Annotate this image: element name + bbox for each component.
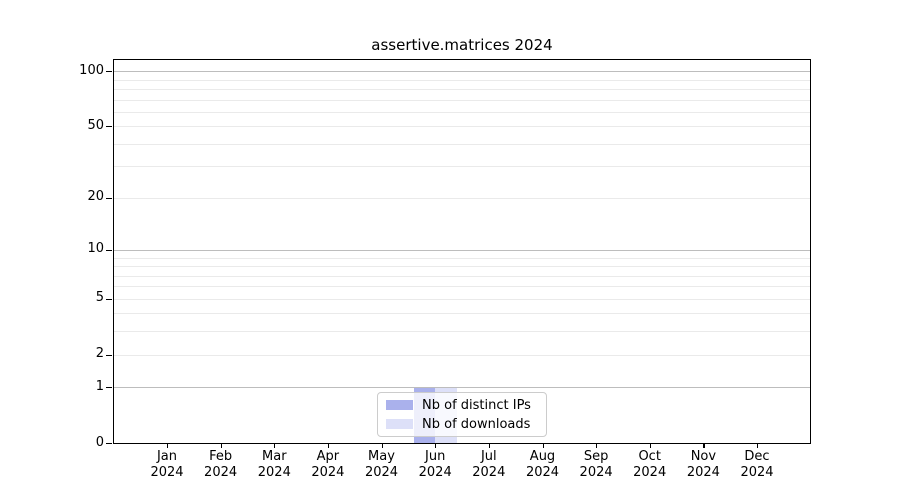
- x-tick-label-mar: Mar 2024: [242, 449, 306, 480]
- legend-label-downloads: Nb of downloads: [422, 416, 531, 432]
- x-tick-year: 2024: [633, 464, 667, 480]
- minor-gridline-9: [114, 257, 810, 259]
- minor-gridline-90: [114, 79, 810, 81]
- y-tick-label-5: 5: [95, 290, 104, 306]
- x-tick-year: 2024: [311, 464, 345, 480]
- x-tick-month: Jan: [156, 449, 178, 464]
- chart-title: assertive.matrices 2024: [371, 36, 553, 54]
- minor-gridline-7: [114, 275, 810, 277]
- x-tick-year: 2024: [150, 464, 184, 480]
- legend-swatch-distinct-ips: [386, 400, 413, 410]
- minor-gridline-4: [114, 313, 810, 315]
- x-tick-year: 2024: [418, 464, 452, 480]
- minor-gridline-80: [114, 88, 810, 90]
- x-tick-mark-aug: [542, 443, 544, 448]
- major-gridline-1: [114, 387, 810, 389]
- x-tick-mark-apr: [327, 443, 330, 448]
- y-tick-mark-50: [106, 126, 112, 128]
- legend: Nb of distinct IPs Nb of downloads: [377, 392, 547, 437]
- y-tick-label-2: 2: [95, 346, 104, 361]
- x-tick-label-apr: Apr 2024: [296, 449, 360, 480]
- y-tick-label-100: 100: [79, 62, 104, 78]
- y-tick-label-10: 10: [87, 241, 104, 257]
- plot-area: Nb of distinct IPs Nb of downloads: [113, 59, 811, 444]
- x-tick-month: Mar: [262, 449, 287, 464]
- x-tick-mark-oct: [649, 443, 651, 448]
- x-tick-mark-nov: [703, 443, 705, 448]
- minor-gridline-40: [114, 143, 810, 145]
- x-tick-mark-sep: [596, 443, 598, 448]
- x-tick-month: Dec: [744, 449, 770, 464]
- x-tick-mark-jun: [435, 443, 437, 448]
- minor-gridline-50: [114, 126, 810, 128]
- x-tick-label-nov: Nov 2024: [671, 449, 735, 480]
- minor-gridline-70: [114, 99, 810, 101]
- legend-item-downloads: Nb of downloads: [386, 417, 538, 432]
- x-tick-label-dec: Dec 2024: [725, 449, 789, 480]
- x-tick-month: Nov: [690, 449, 717, 464]
- x-tick-month: May: [368, 449, 395, 464]
- minor-gridline-20: [114, 197, 810, 199]
- minor-gridline-5: [114, 298, 810, 300]
- y-tick-label-1: 1: [95, 378, 104, 394]
- y-tick-label-20: 20: [87, 189, 104, 205]
- y-tick-mark-0: [106, 443, 112, 445]
- x-tick-month: Jun: [425, 449, 446, 464]
- minor-gridline-6: [114, 286, 810, 288]
- x-tick-mark-jan: [167, 443, 169, 448]
- major-gridline-100: [114, 71, 810, 73]
- legend-swatch-downloads: [386, 419, 413, 429]
- x-tick-label-sep: Sep 2024: [564, 449, 628, 480]
- x-tick-year: 2024: [257, 464, 291, 480]
- x-tick-month: Feb: [209, 449, 233, 464]
- x-tick-mark-feb: [220, 443, 222, 448]
- x-tick-label-jul: Jul 2024: [457, 449, 521, 480]
- y-tick-mark-100: [106, 71, 112, 73]
- y-tick-label-0: 0: [95, 434, 104, 450]
- minor-gridline-60: [114, 111, 810, 113]
- x-tick-mark-jul: [488, 443, 490, 448]
- x-tick-mark-dec: [757, 443, 759, 448]
- x-tick-month: Jul: [480, 449, 497, 464]
- x-tick-year: 2024: [525, 464, 560, 480]
- x-tick-year: 2024: [686, 464, 720, 480]
- y-tick-mark-2: [106, 354, 112, 356]
- x-tick-month: Aug: [529, 449, 556, 464]
- x-tick-label-jan: Jan 2024: [135, 449, 199, 480]
- y-tick-mark-1: [106, 387, 112, 389]
- x-tick-label-oct: Oct 2024: [618, 449, 682, 480]
- x-tick-year: 2024: [364, 464, 399, 480]
- minor-gridline-3: [114, 331, 810, 333]
- x-tick-year: 2024: [740, 464, 774, 480]
- minor-gridline-2: [114, 354, 810, 356]
- y-tick-mark-10: [106, 249, 112, 251]
- y-tick-label-50: 50: [87, 117, 104, 133]
- x-tick-label-aug: Aug 2024: [511, 449, 575, 480]
- x-tick-label-jun: Jun 2024: [403, 449, 467, 480]
- x-tick-label-feb: Feb 2024: [189, 449, 253, 480]
- x-tick-month: Sep: [583, 449, 609, 464]
- legend-label-distinct-ips: Nb of distinct IPs: [422, 397, 531, 413]
- x-tick-year: 2024: [579, 464, 613, 480]
- x-tick-month: Apr: [316, 449, 340, 464]
- major-gridline-10: [114, 249, 810, 251]
- y-tick-mark-5: [106, 298, 112, 300]
- x-tick-mark-may: [381, 443, 383, 448]
- minor-gridline-30: [114, 166, 810, 168]
- x-tick-year: 2024: [204, 464, 238, 480]
- legend-item-distinct-ips: Nb of distinct IPs: [386, 398, 538, 413]
- x-tick-mark-mar: [274, 443, 276, 448]
- x-tick-year: 2024: [472, 464, 506, 480]
- x-tick-label-may: May 2024: [350, 449, 414, 480]
- minor-gridline-8: [114, 266, 810, 267]
- x-tick-month: Oct: [638, 449, 661, 464]
- y-tick-mark-20: [106, 197, 112, 199]
